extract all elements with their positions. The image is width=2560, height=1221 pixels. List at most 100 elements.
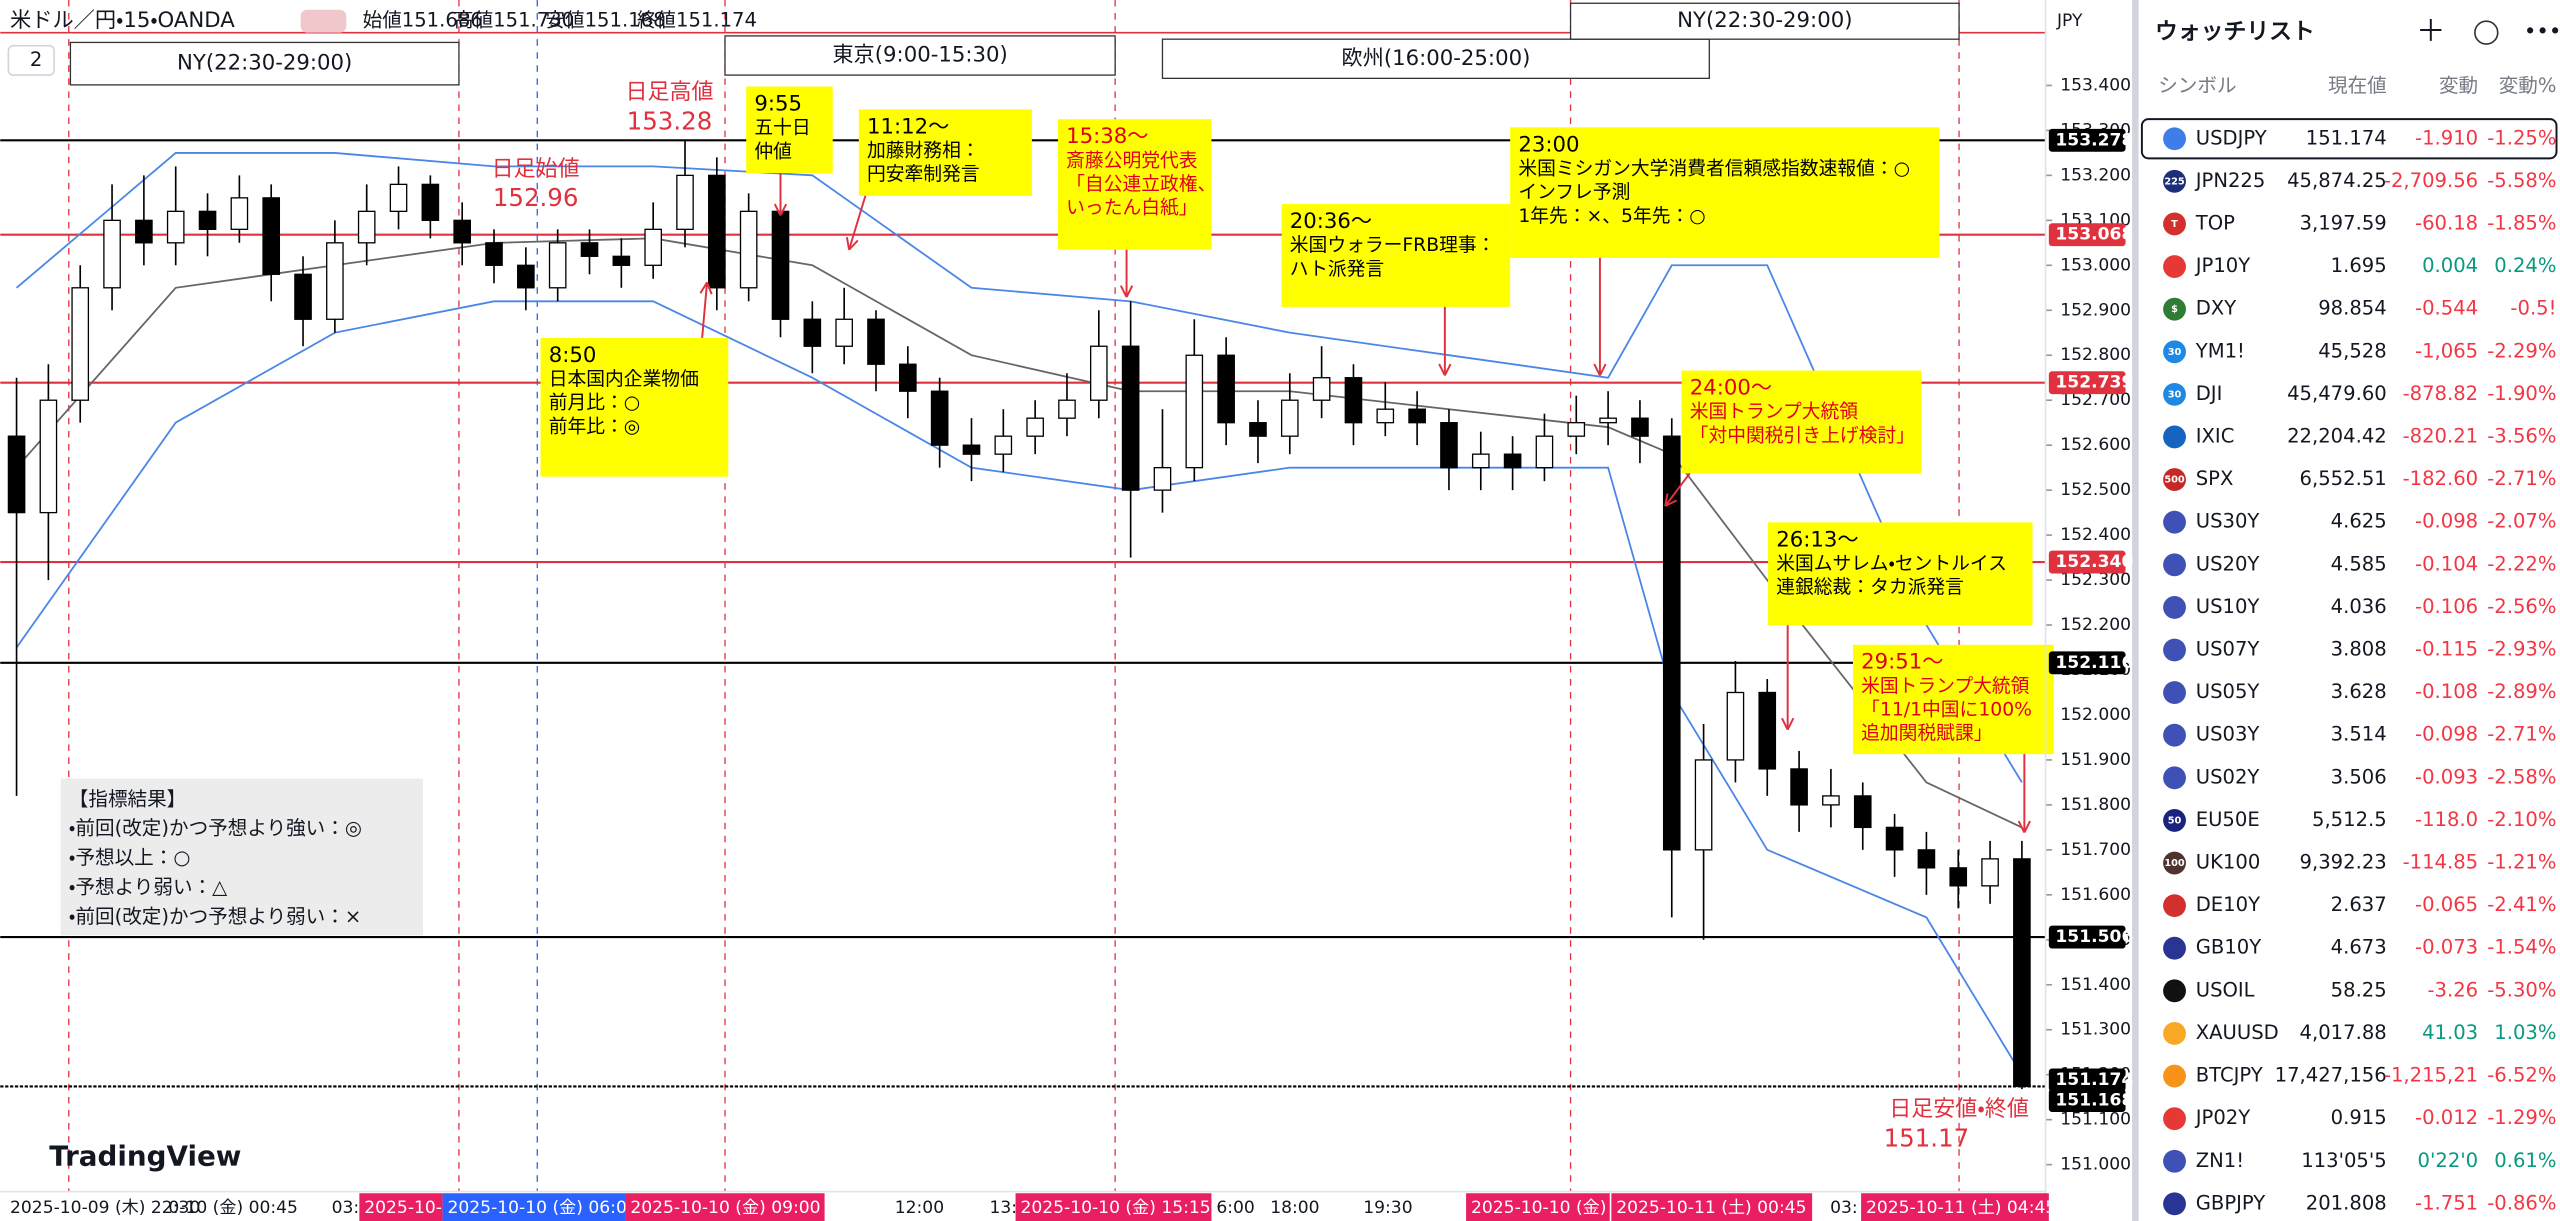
price[interactable]: 4.585 [2331, 552, 2387, 575]
symbol[interactable]: SPX [2196, 467, 2234, 490]
symbol[interactable]: JPN225 [2194, 169, 2266, 192]
change[interactable]: -1.910 [2415, 126, 2478, 149]
change[interactable]: -3.26 [2427, 978, 2478, 1001]
change-pct[interactable]: -2.10% [2487, 808, 2556, 831]
collapse-count[interactable]: 2 [30, 48, 42, 71]
price[interactable]: 17,427,156 [2275, 1064, 2387, 1087]
change[interactable]: -1.751 [2415, 1191, 2478, 1214]
symbol[interactable]: YM1! [2195, 339, 2245, 362]
watchlist-column[interactable]: シンボル [2158, 74, 2236, 97]
watchlist-title[interactable]: ウォッチリスト [2155, 19, 2315, 45]
price[interactable]: 9,392.23 [2300, 851, 2387, 874]
price[interactable]: 4.625 [2331, 510, 2387, 533]
currency-selector[interactable]: JPY [2056, 11, 2083, 31]
price[interactable]: 2.637 [2331, 893, 2387, 916]
change-pct[interactable]: 0.61% [2494, 1149, 2556, 1172]
symbol[interactable]: XAUUSD [2196, 1021, 2279, 1044]
symbol[interactable]: ZN1! [2196, 1149, 2244, 1172]
change[interactable]: -1,065 [2415, 339, 2478, 362]
change-pct[interactable]: -1.90% [2487, 382, 2556, 405]
change-pct[interactable]: -2.07% [2487, 510, 2556, 533]
symbol[interactable]: US05Y [2196, 680, 2260, 703]
symbol[interactable]: US07Y [2196, 638, 2260, 661]
change[interactable]: 0.004 [2422, 254, 2478, 277]
change-pct[interactable]: -2.71% [2487, 723, 2556, 746]
change[interactable]: -1,215,21 [2384, 1064, 2478, 1087]
price[interactable]: 201.808 [2306, 1191, 2387, 1214]
price[interactable]: 45,479.60 [2287, 382, 2387, 405]
price[interactable]: 113'05'5 [2301, 1149, 2387, 1172]
price[interactable]: 22,204.42 [2287, 424, 2387, 447]
price[interactable]: 151.174 [2306, 126, 2387, 149]
symbol[interactable]: DXY [2196, 297, 2236, 320]
change-pct[interactable]: -2.58% [2487, 765, 2556, 788]
symbol[interactable]: US20Y [2196, 552, 2260, 575]
symbol[interactable]: DE10Y [2196, 893, 2260, 916]
price[interactable]: 3,197.59 [2300, 211, 2387, 234]
price[interactable]: 45,528 [2318, 339, 2387, 362]
price[interactable]: 4.036 [2331, 595, 2387, 618]
change[interactable]: -0.104 [2415, 552, 2478, 575]
change-pct[interactable]: 0.24% [2494, 254, 2556, 277]
price[interactable]: 3.808 [2331, 638, 2387, 661]
change-pct[interactable]: -5.58% [2487, 169, 2556, 192]
change[interactable]: -0.093 [2415, 765, 2478, 788]
symbol[interactable]: TOP [2195, 211, 2235, 234]
price[interactable]: 5,512.5 [2312, 808, 2387, 831]
change-pct[interactable]: -2.41% [2487, 893, 2556, 916]
change[interactable]: -0.012 [2415, 1106, 2478, 1129]
symbol[interactable]: JP02Y [2194, 1106, 2250, 1129]
change[interactable]: -820.21 [2403, 424, 2479, 447]
symbol[interactable]: EU50E [2196, 808, 2260, 831]
symbol[interactable]: USOIL [2196, 978, 2255, 1001]
change[interactable]: -878.82 [2403, 382, 2479, 405]
change-pct[interactable]: -2.89% [2487, 680, 2556, 703]
symbol[interactable]: BTCJPY [2196, 1064, 2263, 1087]
price[interactable]: 98.854 [2318, 297, 2387, 320]
change-pct[interactable]: -6.52% [2487, 1064, 2556, 1087]
change-pct[interactable]: -2.22% [2487, 552, 2556, 575]
more-button[interactable]: ••• [2524, 20, 2560, 45]
symbol[interactable]: US02Y [2196, 765, 2260, 788]
change-pct[interactable]: -0.5! [2510, 297, 2556, 320]
symbol[interactable]: IXIC [2196, 424, 2235, 447]
change-pct[interactable]: -1.54% [2487, 936, 2556, 959]
price[interactable]: 1.695 [2331, 254, 2387, 277]
add-button[interactable]: ＋ [2416, 14, 2445, 48]
collapse-button[interactable] [7, 44, 55, 76]
price[interactable]: 45,874.25 [2287, 169, 2387, 192]
symbol[interactable]: US03Y [2196, 723, 2260, 746]
price[interactable]: 4.673 [2331, 936, 2387, 959]
change[interactable]: -0.065 [2415, 893, 2478, 916]
price[interactable]: 6,552.51 [2300, 467, 2387, 490]
symbol[interactable]: US30Y [2196, 510, 2260, 533]
change-pct[interactable]: -2.93% [2487, 638, 2556, 661]
price[interactable]: 3.514 [2331, 723, 2387, 746]
change-pct[interactable]: -1.85% [2487, 211, 2556, 234]
symbol[interactable]: US10Y [2196, 595, 2260, 618]
change[interactable]: -2,709.56 [2384, 169, 2478, 192]
change[interactable]: -118.0 [2415, 808, 2478, 831]
price[interactable]: 3.628 [2331, 680, 2387, 703]
symbol[interactable]: USDJPY [2196, 126, 2267, 149]
change[interactable]: -182.60 [2403, 467, 2479, 490]
watchlist-column[interactable]: 変動% [2499, 74, 2557, 97]
symbol[interactable]: GB10Y [2196, 936, 2262, 959]
price[interactable]: 58.25 [2331, 978, 2387, 1001]
alert-button[interactable] [2474, 20, 2499, 45]
price[interactable]: 4,017.88 [2300, 1021, 2387, 1044]
change-pct[interactable]: -5.30% [2487, 978, 2556, 1001]
change-pct[interactable]: -3.56% [2487, 424, 2556, 447]
change-pct[interactable]: -1.21% [2487, 851, 2556, 874]
change[interactable]: -0.106 [2415, 595, 2478, 618]
watchlist-column[interactable]: 現在値 [2328, 74, 2387, 97]
change[interactable]: -60.18 [2415, 211, 2478, 234]
change[interactable]: -0.073 [2415, 936, 2478, 959]
symbol[interactable]: UK100 [2196, 851, 2261, 874]
symbol[interactable]: DJI [2196, 382, 2223, 405]
change-pct[interactable]: -2.56% [2487, 595, 2556, 618]
change[interactable]: 0'22'0 [2418, 1149, 2479, 1172]
change[interactable]: -0.115 [2415, 638, 2478, 661]
change-pct[interactable]: 1.03% [2494, 1021, 2556, 1044]
change-pct[interactable]: -1.25% [2487, 126, 2556, 149]
